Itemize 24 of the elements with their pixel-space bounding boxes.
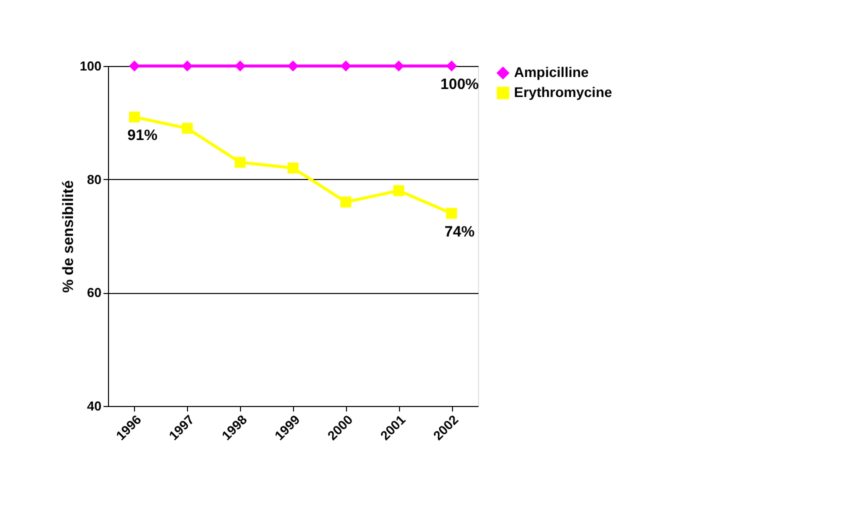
point — [446, 60, 458, 72]
legend-label: Erythromycine — [514, 84, 612, 100]
point — [340, 60, 352, 72]
point — [288, 60, 298, 72]
y-tick-label: 60 — [87, 285, 102, 300]
y-tick-label: 100 — [80, 58, 102, 74]
point — [446, 208, 458, 219]
data-label: 74% — [444, 223, 475, 240]
y-tick-label: 80 — [87, 172, 102, 187]
data-label: 91% — [127, 127, 158, 144]
point — [393, 185, 404, 196]
y-tick-label: 40 — [87, 398, 102, 414]
point — [234, 156, 246, 168]
y-axis-title: % de sensibilité — [60, 180, 77, 293]
point — [182, 122, 193, 134]
point — [128, 112, 140, 122]
point — [340, 196, 352, 208]
point — [128, 60, 140, 72]
legend-label: Ampicilline — [514, 64, 589, 80]
point — [182, 60, 193, 72]
point — [393, 60, 404, 72]
point — [288, 162, 298, 174]
data-label: 100% — [440, 76, 479, 93]
point — [234, 60, 246, 72]
